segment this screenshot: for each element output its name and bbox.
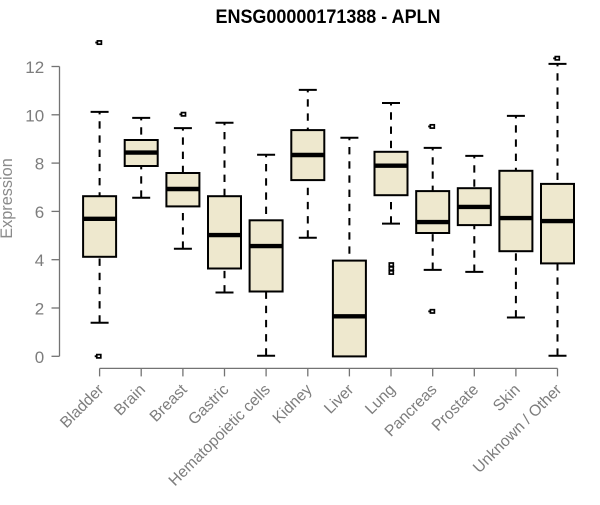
svg-text:2: 2: [35, 300, 44, 319]
svg-text:0: 0: [35, 348, 44, 367]
svg-text:6: 6: [35, 203, 44, 222]
svg-text:8: 8: [35, 155, 44, 174]
svg-text:4: 4: [35, 251, 44, 270]
svg-text:Expression: Expression: [0, 158, 16, 239]
svg-text:ENSG00000171388 - APLN: ENSG00000171388 - APLN: [216, 7, 441, 28]
svg-text:10: 10: [25, 106, 44, 125]
svg-text:12: 12: [25, 58, 44, 77]
